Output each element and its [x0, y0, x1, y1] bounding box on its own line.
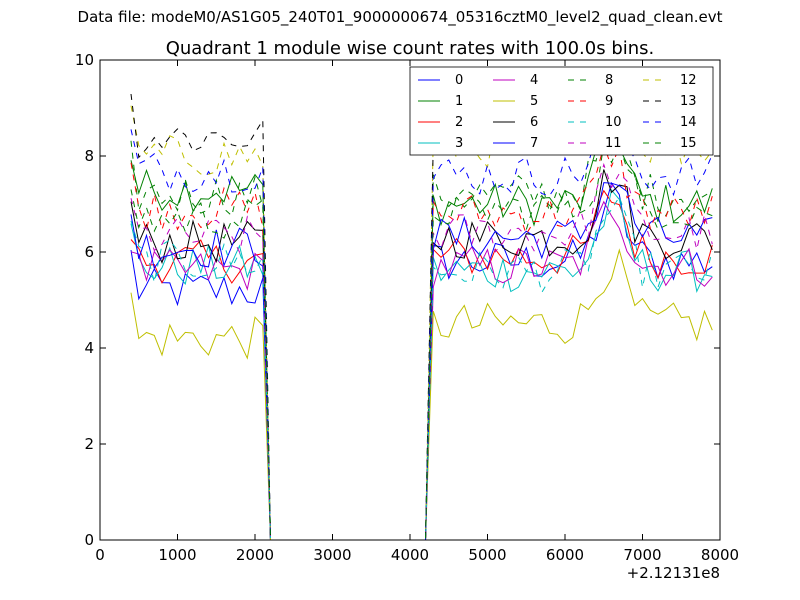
y-tick-label: 2	[84, 435, 94, 453]
legend-label-2: 2	[455, 115, 463, 130]
legend-label-12: 12	[680, 73, 697, 88]
legend-label-3: 3	[455, 136, 463, 151]
series-line-8	[130, 117, 713, 541]
x-tick-label: 7000	[623, 546, 661, 564]
series-line-3	[130, 188, 713, 541]
y-tick-label: 10	[75, 51, 94, 69]
legend-label-7: 7	[530, 136, 538, 151]
series-line-7	[130, 182, 713, 541]
figure-supertitle: Data file: modeM0/AS1G05_240T01_90000006…	[77, 8, 723, 26]
legend-label-4: 4	[530, 73, 538, 88]
series-line-15	[130, 141, 713, 541]
x-tick-label: 4000	[391, 546, 429, 564]
x-tick-label: 5000	[468, 546, 506, 564]
x-axis-offset-label: +2.12131e8	[627, 564, 720, 582]
x-tick-label: 3000	[313, 546, 351, 564]
legend-label-5: 5	[530, 94, 538, 109]
x-tick-label: 1000	[158, 546, 196, 564]
legend-label-15: 15	[680, 136, 697, 151]
legend-label-13: 13	[680, 94, 697, 109]
y-tick-label: 8	[84, 147, 94, 165]
x-tick-label: 8000	[701, 546, 739, 564]
series-line-9	[130, 144, 713, 541]
legend-label-9: 9	[605, 94, 613, 109]
series-line-5	[130, 248, 713, 541]
legend-frame	[409, 66, 714, 156]
y-tick-label: 0	[84, 531, 94, 549]
x-tick-label: 0	[95, 546, 105, 564]
legend-label-10: 10	[605, 115, 622, 130]
chart-title: Quadrant 1 module wise count rates with …	[166, 38, 655, 59]
x-tick-label: 6000	[546, 546, 584, 564]
legend-label-8: 8	[605, 73, 613, 88]
legend-label-14: 14	[680, 115, 697, 130]
x-axis: 0 1000 2000 3000 4000 5000 6000 7000 8000	[95, 60, 739, 564]
legend-label-11: 11	[605, 136, 622, 151]
series-line-1	[130, 146, 713, 541]
x-tick-label: 2000	[236, 546, 274, 564]
series-line-14	[130, 100, 713, 541]
y-tick-label: 6	[84, 243, 94, 261]
series-line-11	[130, 162, 713, 541]
series-line-10	[130, 195, 713, 541]
series-line-2	[130, 189, 713, 541]
legend-label-1: 1	[455, 94, 463, 109]
y-tick-label: 4	[84, 339, 94, 357]
legend-label-6: 6	[530, 115, 538, 130]
legend-label-0: 0	[455, 73, 463, 88]
